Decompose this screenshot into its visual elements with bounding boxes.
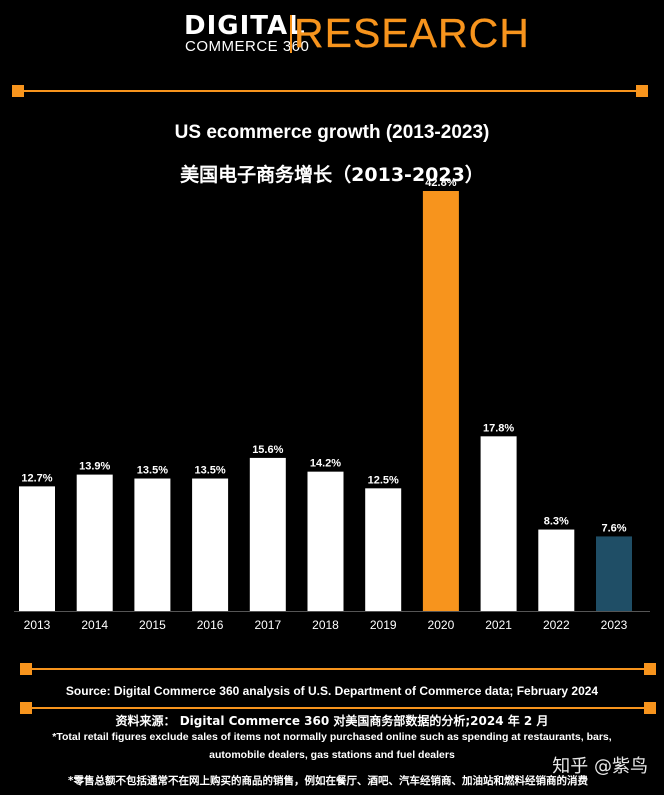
x-tick-2015: 2015 — [139, 618, 166, 632]
footer-rule-1-left-square — [20, 663, 32, 675]
x-tick-2022: 2022 — [543, 618, 570, 632]
data-label-2019: 12.5% — [368, 474, 399, 486]
footnote-line-1: *Total retail figures exclude sales of i… — [52, 731, 612, 743]
footer-rule-2-left-square — [20, 702, 32, 714]
top-rule-left-square — [12, 85, 24, 97]
x-tick-2018: 2018 — [312, 618, 339, 632]
footer-rule-2-right-square — [644, 702, 656, 714]
data-label-2017: 15.6% — [252, 444, 283, 456]
data-label-2022: 8.3% — [544, 516, 569, 528]
bar-chart: 12.7% 2013 13.9% 2014 13.5% 2015 13.5% 2016 15.6… — [14, 177, 650, 632]
bar-2022 — [538, 529, 575, 611]
x-tick-2014: 2014 — [81, 618, 108, 632]
bar-2017 — [249, 457, 286, 611]
bar-2023 — [596, 536, 632, 611]
data-label-2016: 13.5% — [194, 465, 225, 477]
logo-research-text: RESEARCH — [294, 10, 530, 56]
x-tick-2013: 2013 — [24, 618, 51, 632]
x-tick-2023: 2023 — [601, 618, 628, 632]
data-label-2015: 13.5% — [137, 465, 168, 477]
bar-2020 — [422, 191, 459, 611]
bar-2021 — [480, 436, 517, 611]
data-label-2018: 14.2% — [310, 458, 341, 470]
source-text: Source: Digital Commerce 360 analysis of… — [65, 684, 599, 698]
footnote-cn: *零售总额不包括通常不在网上购买的商品的销售，例如在餐厅、酒吧、汽车经销商、加油… — [68, 775, 588, 787]
bar-2014 — [76, 474, 113, 611]
zhihu-watermark: 知乎 @紫鸟 — [552, 756, 648, 777]
footer-rule-1-right-square — [644, 663, 656, 675]
footnote-line-2: automobile dealers, gas stations and fue… — [209, 749, 455, 761]
bar-2016 — [192, 478, 229, 611]
digital-commerce-360-logo: DIGITAL COMMERCE 360 RESEARCH — [184, 10, 529, 56]
logo-commerce-text: COMMERCE 360 — [185, 38, 310, 55]
logo-digital-text: DIGITAL — [184, 11, 306, 41]
x-tick-2021: 2021 — [485, 618, 512, 632]
x-tick-2016: 2016 — [197, 618, 224, 632]
x-tick-2017: 2017 — [254, 618, 281, 632]
footer-rule-1 — [32, 668, 652, 670]
bar-2018 — [307, 471, 344, 611]
data-label-2021: 17.8% — [483, 422, 514, 434]
bar-2019 — [365, 488, 402, 611]
bar-2015 — [134, 478, 171, 611]
x-tick-2019: 2019 — [370, 618, 397, 632]
data-label-2023: 7.6% — [601, 522, 626, 534]
bar-2013 — [19, 486, 55, 611]
top-rule-right-square — [636, 85, 648, 97]
data-label-2014: 13.9% — [79, 461, 110, 473]
footer-rule-2 — [32, 707, 652, 709]
chart-title: US ecommerce growth (2013-2023) — [174, 122, 490, 143]
chart-subtitle: 美国电子商务增长（2013-2023） — [180, 164, 484, 186]
data-label-2020: 42.8% — [425, 177, 456, 189]
top-rule — [24, 90, 640, 92]
logo-divider — [290, 15, 292, 53]
data-label-2013: 12.7% — [21, 472, 52, 484]
source-text-cn: 资料来源： Digital Commerce 360 对美国商务部数据的分析;2… — [115, 714, 549, 728]
x-tick-2020: 2020 — [428, 618, 455, 632]
